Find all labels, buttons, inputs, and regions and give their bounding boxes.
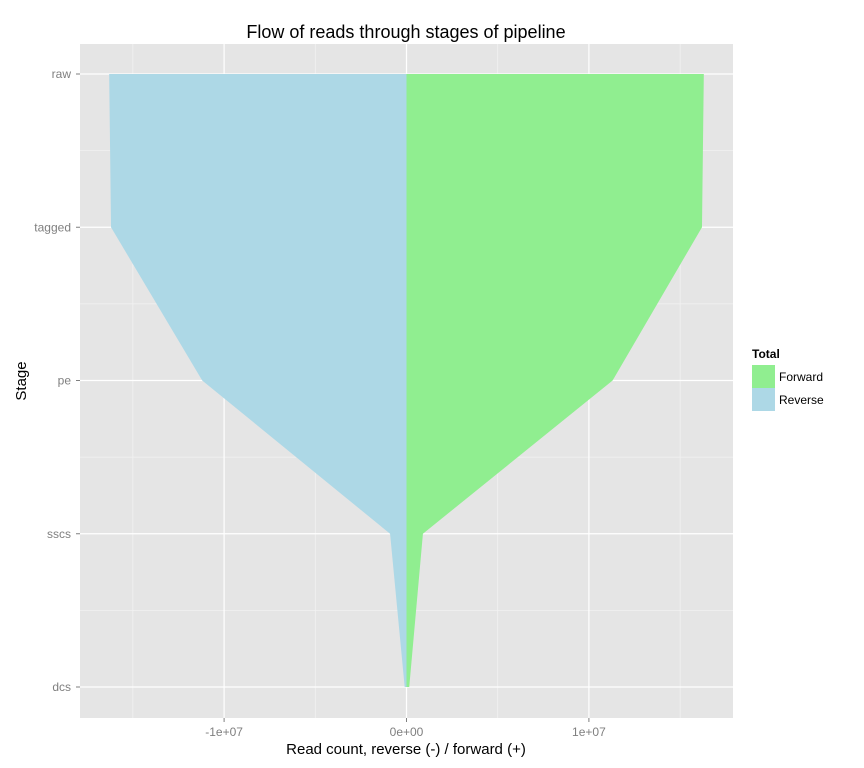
y-tick-label-tagged: tagged	[34, 220, 71, 234]
legend-title: Total	[752, 347, 780, 361]
y-tick-label-raw: raw	[52, 67, 72, 81]
legend: Total Forward Reverse	[752, 347, 824, 411]
x-tick-label: 0e+00	[390, 725, 424, 739]
legend-label-forward: Forward	[779, 370, 823, 384]
x-tick-label: 1e+07	[572, 725, 606, 739]
y-tick-label-dcs: dcs	[52, 680, 71, 694]
legend-label-reverse: Reverse	[779, 393, 824, 407]
x-tick-label: -1e+07	[205, 725, 243, 739]
legend-key-forward	[752, 365, 775, 388]
x-axis: -1e+07 0e+00 1e+07	[205, 718, 606, 739]
legend-key-reverse	[752, 388, 775, 411]
chart-title: Flow of reads through stages of pipeline	[246, 22, 565, 42]
y-axis-title: Stage	[13, 361, 30, 400]
series-area-reverse	[109, 74, 407, 687]
series-area-forward	[406, 74, 704, 687]
y-axis: raw tagged pe sscs dcs	[34, 67, 80, 694]
x-axis-title: Read count, reverse (-) / forward (+)	[286, 741, 526, 758]
series-layer	[109, 74, 704, 687]
y-tick-label-pe: pe	[58, 374, 72, 388]
y-tick-label-sscs: sscs	[47, 527, 71, 541]
